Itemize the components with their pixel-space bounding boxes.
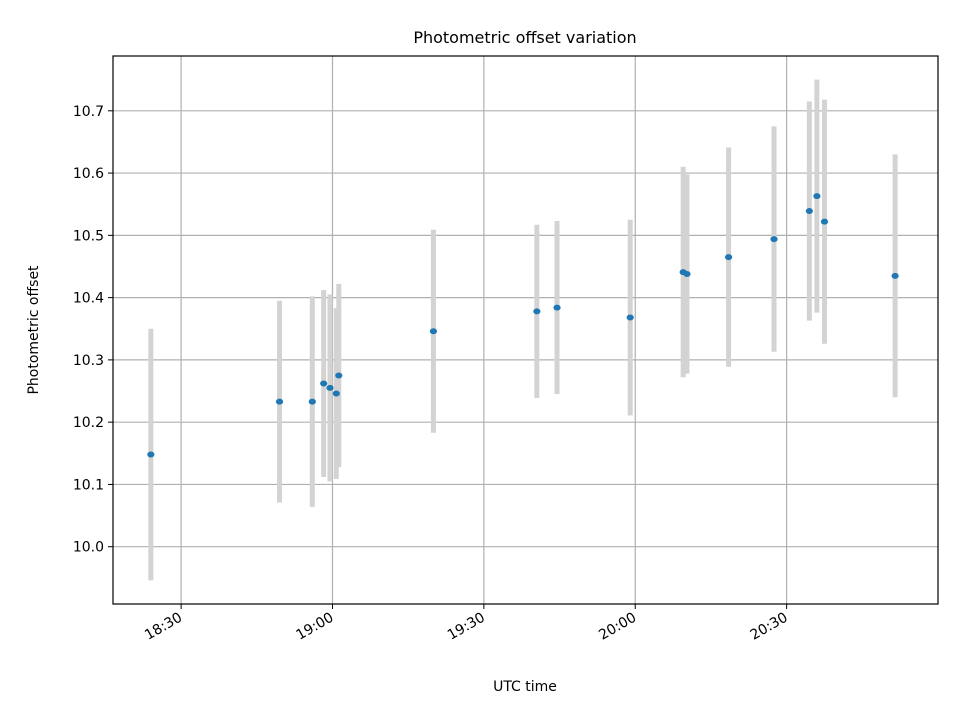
data-point	[147, 451, 155, 458]
data-point	[308, 398, 316, 405]
data-point	[553, 304, 561, 311]
data-point	[626, 314, 634, 321]
chart-title: Photometric offset variation	[413, 28, 636, 47]
data-point	[335, 372, 343, 379]
y-axis-label: Photometric offset	[26, 265, 42, 395]
y-tick-label: 10.6	[73, 166, 104, 182]
data-point	[332, 390, 340, 397]
data-point	[820, 218, 829, 225]
y-tick-label: 10.4	[73, 291, 104, 307]
data-point	[891, 272, 899, 279]
data-point	[320, 380, 328, 387]
y-tick-label: 10.1	[73, 477, 104, 493]
data-point	[813, 193, 821, 200]
data-point	[326, 384, 334, 391]
marker-layer	[147, 193, 899, 458]
y-tick-label: 10.3	[73, 353, 104, 369]
y-tick-label: 10.2	[73, 415, 104, 431]
data-point	[770, 236, 778, 243]
y-axis-ticks: 10.0 10.1 10.2 10.3 10.4 10.5 10.6 10.7	[73, 104, 113, 556]
data-point	[805, 208, 813, 215]
y-tick-label: 10.7	[73, 104, 104, 120]
data-point	[275, 398, 284, 405]
x-axis-label: UTC time	[493, 679, 557, 695]
data-point	[724, 254, 733, 261]
data-point	[429, 328, 438, 335]
y-tick-label: 10.0	[73, 540, 104, 556]
data-point	[533, 308, 541, 315]
y-tick-label: 10.5	[73, 228, 104, 244]
grid-layer	[113, 56, 938, 604]
plot-area-frame	[112, 55, 939, 605]
data-point	[683, 270, 691, 277]
